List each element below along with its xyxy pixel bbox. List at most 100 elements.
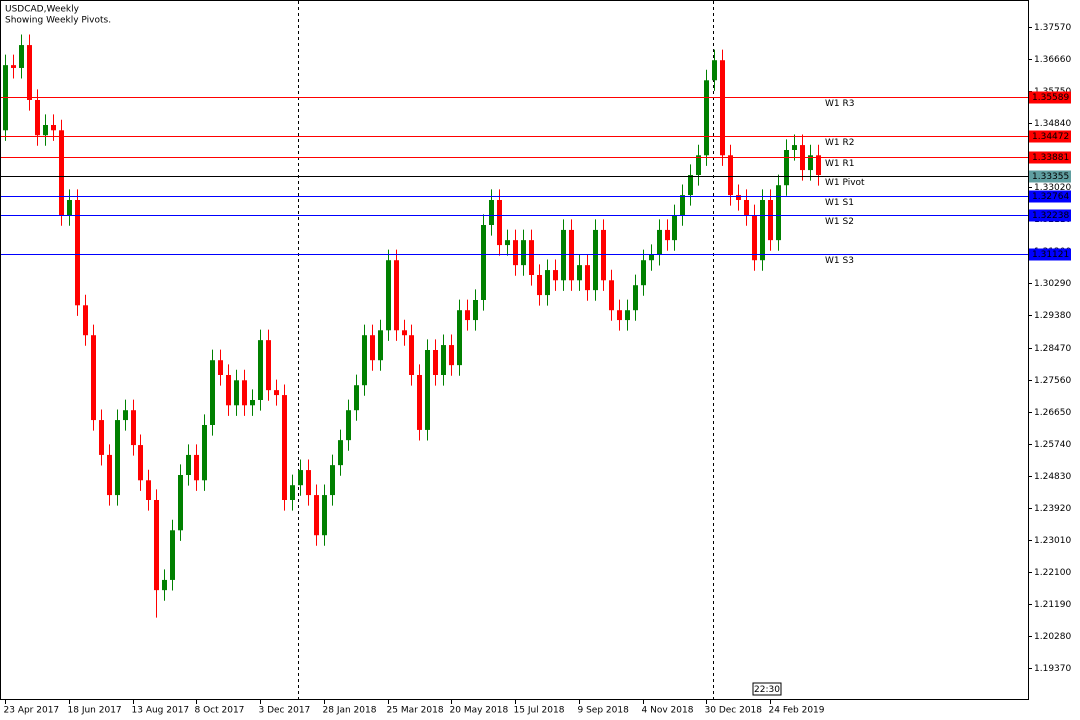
- candle-body: [115, 420, 120, 496]
- candle-body: [266, 340, 271, 391]
- price-tag: [1029, 151, 1071, 164]
- candle-body: [657, 229, 662, 255]
- candle-body: [354, 385, 359, 411]
- candle-body: [457, 310, 462, 366]
- y-tick-label: 1.28470: [1034, 344, 1071, 354]
- candle-body: [665, 229, 670, 241]
- candle-body: [537, 275, 542, 296]
- candle-body: [792, 145, 797, 150]
- candle-body: [601, 229, 606, 281]
- candle-body: [409, 335, 414, 375]
- candle-body: [194, 454, 199, 481]
- candle-body: [521, 240, 526, 266]
- candle-body: [394, 260, 399, 331]
- x-tick-label: 4 Nov 2018: [642, 706, 694, 716]
- x-tick-label: 13 Aug 2017: [132, 706, 190, 716]
- candle-body: [529, 240, 534, 275]
- candle-body: [441, 345, 446, 375]
- candle-body: [577, 265, 582, 281]
- candle-body: [505, 240, 510, 246]
- candle-body: [242, 380, 247, 406]
- candle-body: [123, 410, 128, 421]
- candle-body: [178, 475, 183, 531]
- candle-body: [35, 100, 40, 136]
- candle-body: [481, 225, 486, 300]
- y-tick-label: 1.20280: [1034, 632, 1071, 642]
- candle-body: [226, 375, 231, 406]
- candle-body: [728, 155, 733, 196]
- candle-body: [234, 380, 239, 406]
- x-tick-label: 9 Sep 2018: [578, 706, 630, 716]
- candle-body: [43, 125, 48, 136]
- y-tick-label: 1.33020: [1034, 183, 1071, 193]
- pivot-label: W1 R2: [825, 138, 854, 148]
- candle-body: [154, 500, 159, 591]
- candle-body: [186, 454, 191, 475]
- price-tag-label: 1.32238: [1032, 211, 1069, 221]
- y-tick-label: 1.29380: [1034, 311, 1071, 321]
- candle-body: [59, 130, 64, 216]
- x-tick-label: 20 May 2018: [450, 706, 509, 716]
- candle-body: [449, 345, 454, 366]
- candle-body: [138, 445, 143, 481]
- candle-body: [99, 420, 104, 455]
- candle-body: [720, 60, 725, 156]
- candle-body: [513, 240, 518, 266]
- price-tag-label: 1.32764: [1032, 192, 1069, 202]
- time-marker-box: [752, 682, 782, 696]
- y-tick-label: 1.25740: [1034, 440, 1071, 450]
- x-tick-label: 28 Jan 2018: [323, 706, 377, 716]
- candle-body: [162, 579, 167, 591]
- y-tick-label: 1.37570: [1034, 23, 1071, 33]
- candle-body: [11, 65, 16, 68]
- candle-body: [617, 310, 622, 321]
- candle-body: [768, 200, 773, 241]
- marks: [3, 34, 821, 618]
- candle-body: [808, 155, 813, 171]
- x-tick-label: 18 Jun 2017: [68, 706, 122, 716]
- candle-body: [314, 495, 319, 536]
- candle-body: [672, 215, 677, 241]
- x-tick-label: 23 Apr 2017: [4, 706, 60, 716]
- candle-body: [250, 400, 255, 406]
- candle-body: [585, 265, 590, 291]
- candle-body: [83, 305, 88, 336]
- candle-body: [210, 360, 215, 425]
- price-tag: [1029, 170, 1071, 183]
- candle-body: [553, 270, 558, 281]
- candle-body: [402, 330, 407, 336]
- price-tag: [1029, 209, 1071, 222]
- candle-body: [27, 45, 32, 100]
- x-tick-label: 24 Feb 2019: [769, 706, 825, 716]
- candle-body: [433, 350, 438, 375]
- candle-body: [378, 330, 383, 361]
- y-tick-label: 1.27560: [1034, 376, 1071, 386]
- candle-body: [19, 45, 24, 68]
- pivot-label: W1 R1: [825, 159, 854, 169]
- chart-title: USDCAD,Weekly: [5, 5, 80, 15]
- candle-body: [489, 200, 494, 225]
- candle-body: [784, 150, 789, 186]
- candle-body: [561, 229, 566, 281]
- candle-body: [282, 395, 287, 500]
- candle-body: [274, 390, 279, 396]
- candle-body: [752, 215, 757, 261]
- candle-body: [473, 300, 478, 321]
- candle-body: [760, 200, 765, 261]
- candle-body: [346, 410, 351, 441]
- candle-body: [67, 200, 72, 216]
- candle-body: [744, 200, 749, 216]
- candle-body: [625, 310, 630, 321]
- x-tick-label: 30 Dec 2018: [705, 706, 763, 716]
- candle-body: [362, 335, 367, 386]
- candle-body: [146, 480, 151, 500]
- candle-body: [290, 485, 295, 500]
- candle-body: [298, 470, 303, 486]
- y-tick-label: 1.19370: [1034, 664, 1071, 674]
- price-tag: [1029, 248, 1071, 261]
- y-tick-label: 1.26650: [1034, 408, 1071, 418]
- candle-body: [370, 335, 375, 361]
- candle-body: [465, 310, 470, 321]
